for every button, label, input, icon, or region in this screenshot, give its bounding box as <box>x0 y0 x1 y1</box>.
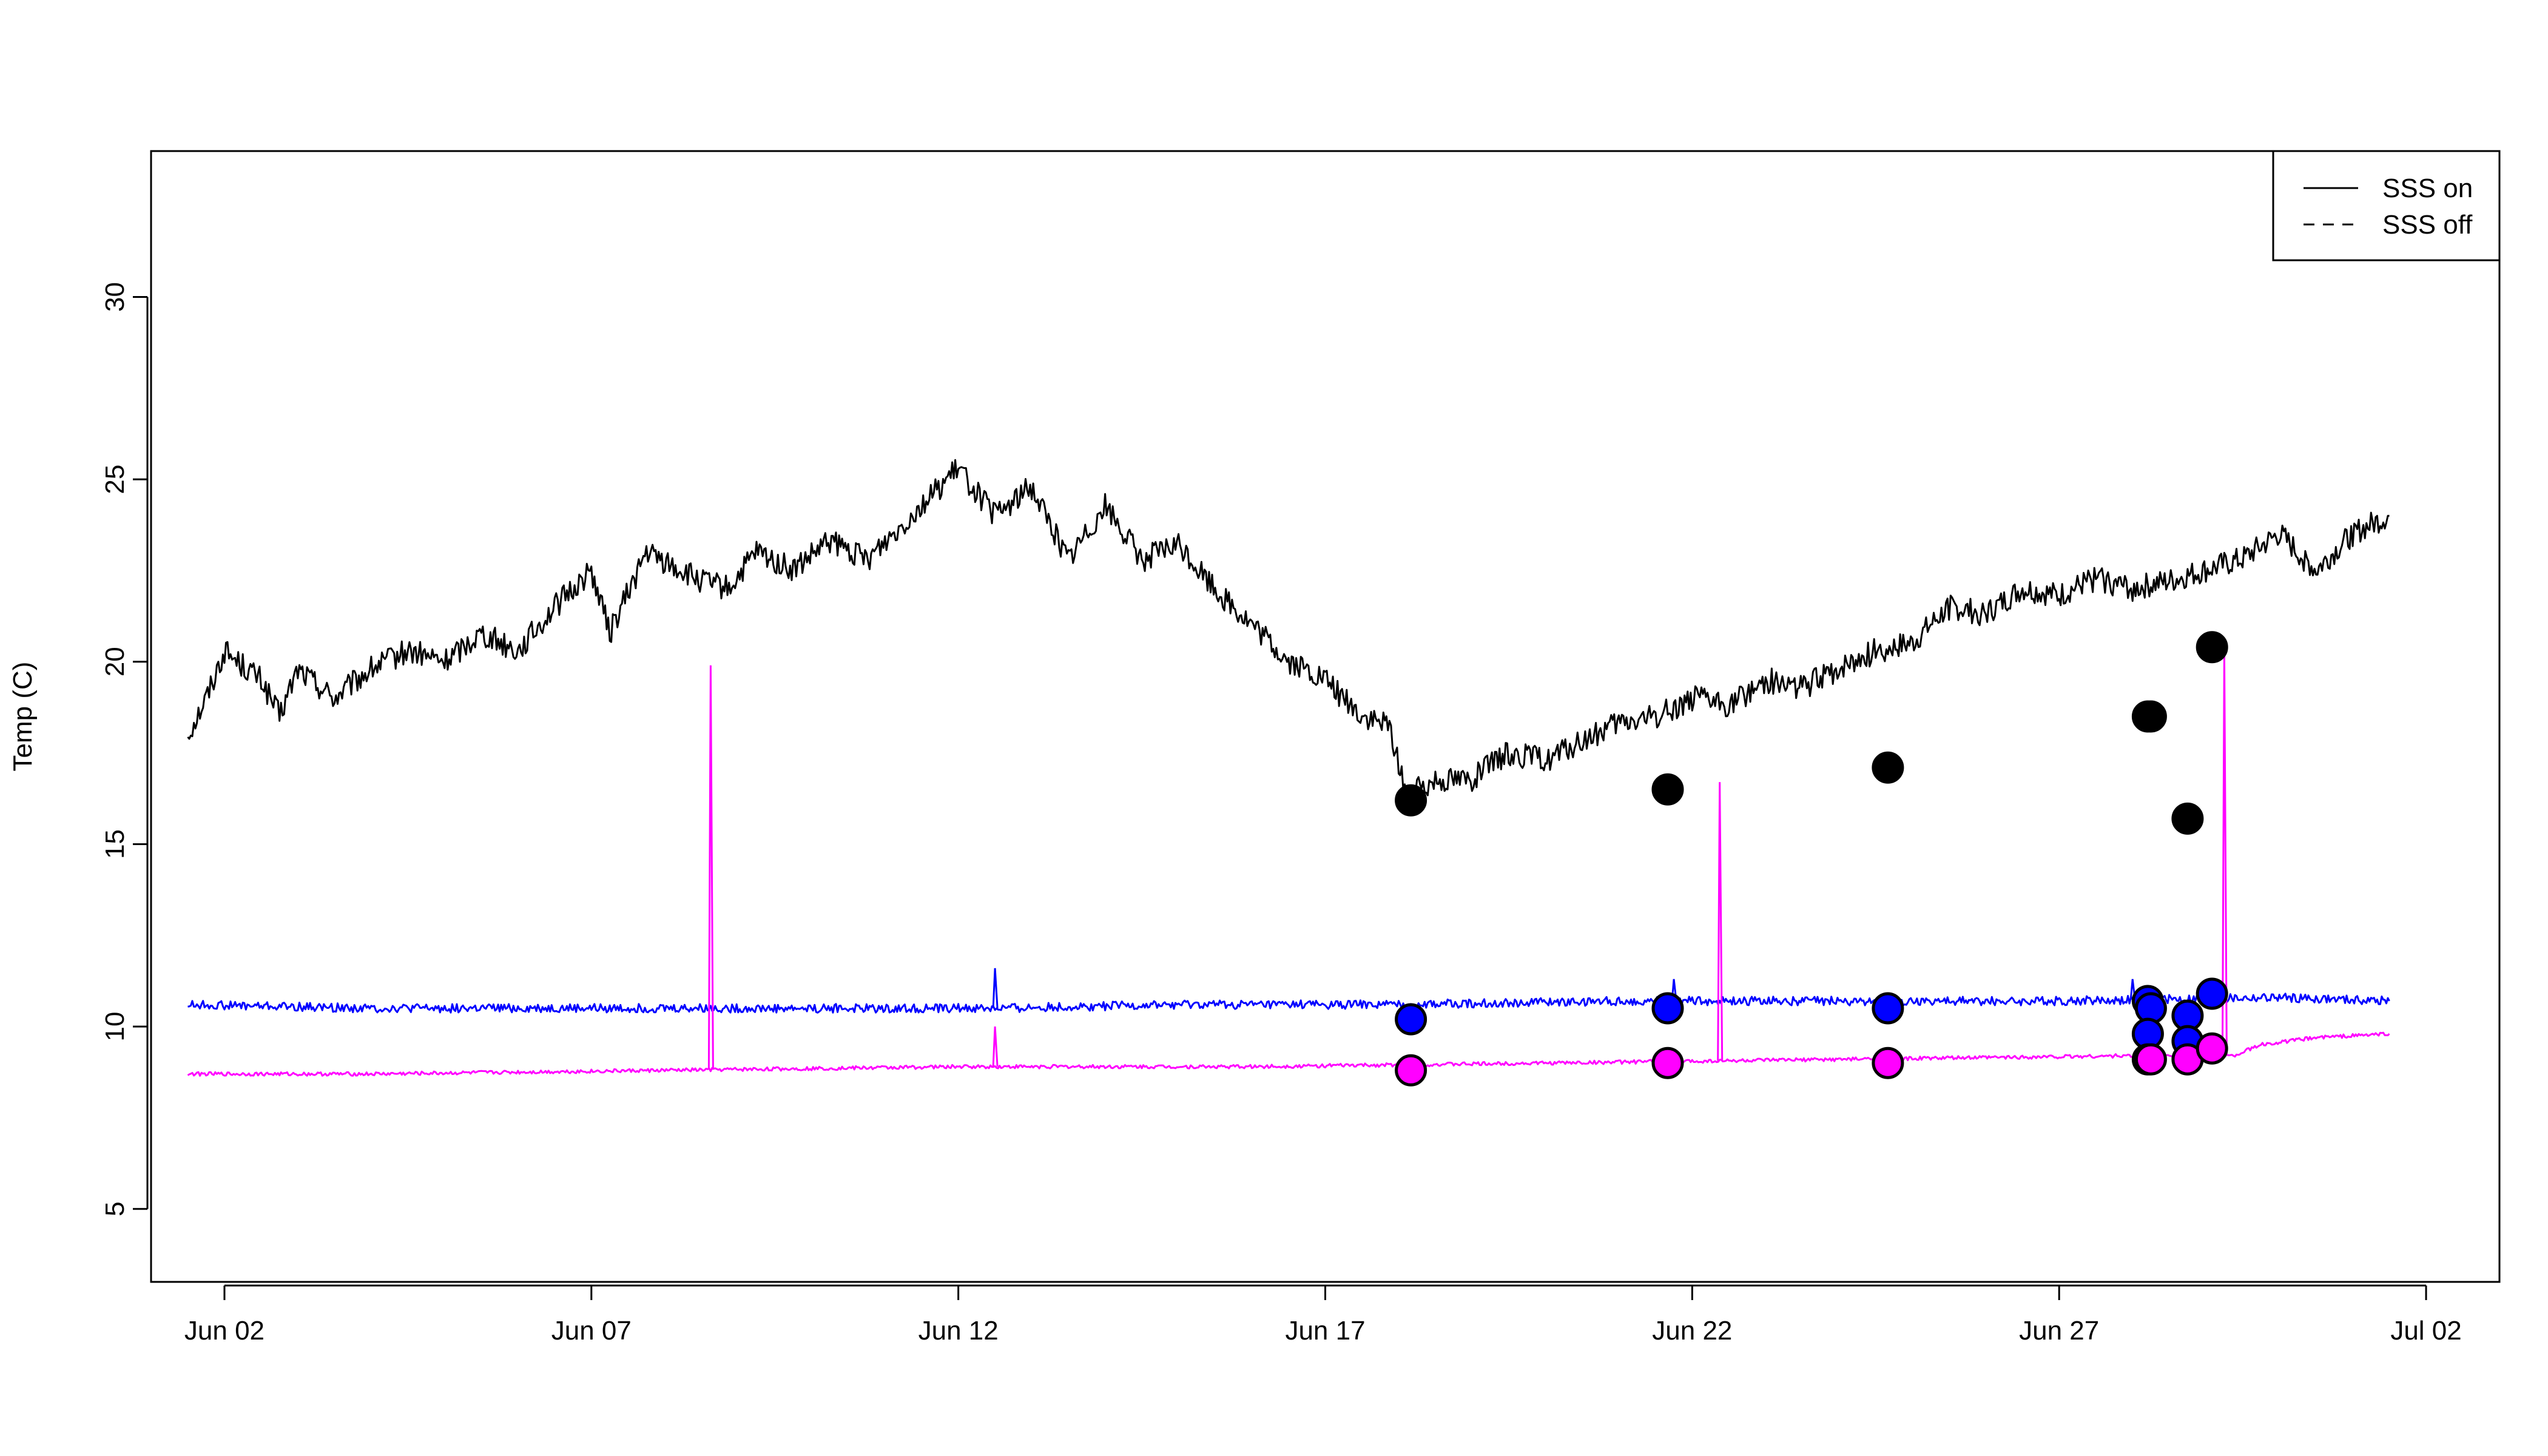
scatter-point <box>1872 992 1904 1025</box>
x-tick-label: Jun 02 <box>184 1316 265 1346</box>
legend-label-sss-on: SSS on <box>2382 174 2473 203</box>
x-tick-label: Jun 07 <box>551 1316 632 1346</box>
scatter-point <box>2196 1032 2228 1065</box>
scatter-point <box>1651 1046 1684 1079</box>
y-tick-label: 15 <box>100 829 130 859</box>
legend: SSS on SSS off <box>2272 150 2501 261</box>
scatter-point <box>2196 631 2228 664</box>
y-tick-label: 20 <box>100 647 130 676</box>
scatter-point <box>2134 700 2167 733</box>
scatter-point <box>2134 1043 2167 1076</box>
x-tick-label: Jun 12 <box>918 1316 999 1346</box>
scatter-point <box>1651 992 1684 1025</box>
plot-area <box>187 459 2390 1087</box>
y-tick-label: 25 <box>100 465 130 494</box>
scatter-point <box>1395 1003 1427 1036</box>
scatter-point <box>2196 977 2228 1010</box>
x-tick-label: Jun 17 <box>1285 1316 1365 1346</box>
series-spike <box>1717 782 1724 1061</box>
series-spike <box>992 968 999 1009</box>
scatter-point <box>1872 751 1904 784</box>
y-axis: 5 10 15 20 25 30 <box>100 282 149 1216</box>
x-tick-label: Jul 02 <box>2390 1316 2461 1346</box>
x-axis: Jun 02 Jun 07 Jun 12 Jun 17 Jun 22 Jun 27 Jul … <box>184 1284 2462 1346</box>
series-spike <box>707 665 714 1070</box>
scatter-point <box>2171 802 2204 835</box>
legend-label-sss-off: SSS off <box>2382 210 2473 240</box>
x-tick-label: Jun 22 <box>1652 1316 1732 1346</box>
x-tick-label: Jun 27 <box>2019 1316 2099 1346</box>
blue-temperature-line <box>187 993 2390 1014</box>
scatter-point <box>1651 773 1684 806</box>
scatter-point <box>1395 1054 1427 1087</box>
legend-box <box>2272 150 2501 261</box>
magenta-temperature-line <box>187 1031 2390 1077</box>
y-axis-label: Temp (C) <box>8 662 38 772</box>
black-temperature-line <box>187 459 2390 804</box>
plot-frame <box>150 150 2501 1283</box>
y-tick-label: 30 <box>100 282 130 312</box>
scatter-point <box>1872 1046 1904 1079</box>
y-tick-label: 5 <box>100 1201 130 1216</box>
y-tick-label: 10 <box>100 1012 130 1042</box>
series-spike <box>992 1026 999 1067</box>
scatter-point <box>1395 784 1427 817</box>
